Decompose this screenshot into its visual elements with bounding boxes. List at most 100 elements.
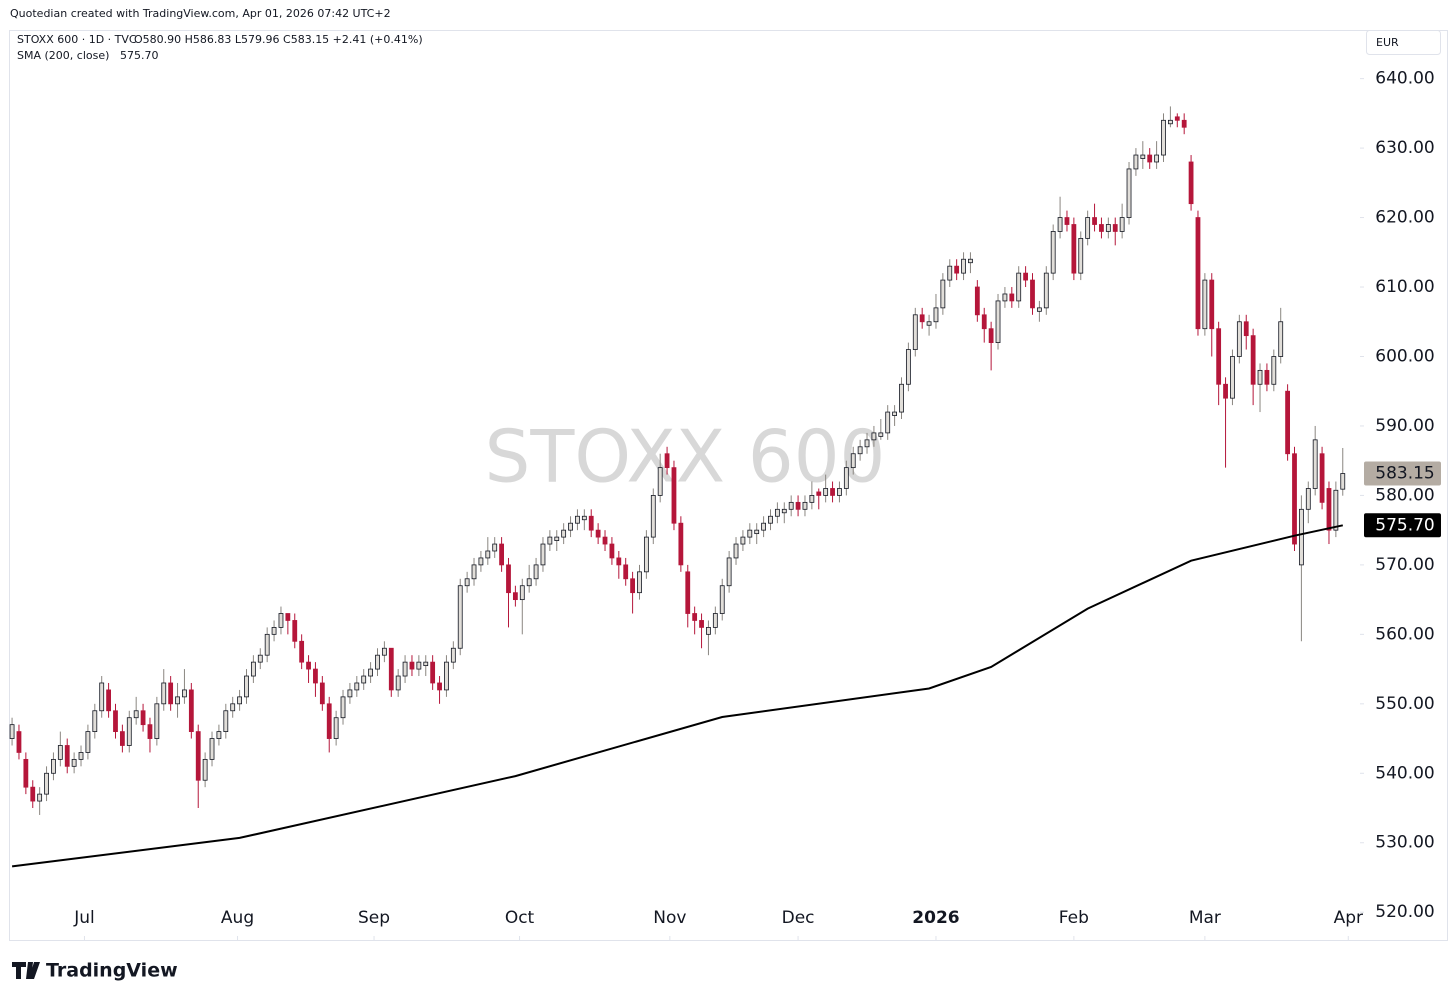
candle-body — [99, 682, 105, 712]
candle-body — [1257, 369, 1263, 385]
candle-body — [926, 321, 932, 326]
candle-body — [1009, 293, 1015, 302]
candle-body — [1278, 321, 1284, 357]
candle-body — [313, 668, 318, 684]
sma-line — [11, 524, 1344, 868]
candle-body — [733, 543, 739, 559]
currency-box[interactable] — [1366, 30, 1441, 55]
candle-body — [768, 515, 773, 524]
candle-body — [195, 731, 201, 781]
candle-body — [850, 453, 856, 469]
candle-body — [78, 752, 84, 760]
candle-body — [1243, 321, 1249, 337]
y-tick-label: 630.00 — [1375, 138, 1434, 158]
candle-body — [209, 738, 215, 760]
x-tick-label: Sep — [358, 908, 390, 928]
candle-body — [416, 661, 422, 670]
candle-body — [905, 349, 911, 385]
candle-body — [92, 710, 98, 733]
candle-body — [437, 682, 442, 691]
candle-body — [471, 564, 477, 580]
candle-body — [1209, 279, 1215, 330]
candle-body — [326, 703, 332, 739]
candle-body — [788, 501, 794, 510]
candle-body — [216, 731, 222, 739]
candle-body — [37, 793, 43, 802]
candle-body — [175, 696, 180, 705]
candle-body — [568, 522, 573, 531]
candle-body — [1195, 217, 1201, 330]
y-tick-label: 520.00 — [1375, 902, 1434, 922]
candle-body — [1050, 231, 1056, 274]
y-tick-label: 640.00 — [1375, 69, 1434, 89]
candle-body — [85, 731, 91, 753]
candle-body — [182, 689, 187, 698]
candle-body — [968, 258, 973, 264]
candle-body — [57, 745, 63, 760]
candle-body — [1140, 154, 1146, 159]
candle-body — [692, 613, 698, 621]
candle-body — [1236, 321, 1242, 357]
candle-body — [381, 647, 387, 656]
price-tag — [1364, 513, 1441, 538]
candle-body — [1133, 154, 1139, 170]
y-tick-label: 530.00 — [1375, 833, 1434, 853]
candle-body — [44, 772, 49, 795]
y-tick-label: 560.00 — [1375, 624, 1434, 644]
candle-body — [830, 488, 835, 496]
candle-body — [23, 758, 29, 788]
candle-body — [671, 467, 677, 524]
candle-body — [575, 515, 580, 524]
candle-body — [450, 647, 456, 663]
y-tick-label: 550.00 — [1375, 694, 1434, 714]
x-tick-label: Nov — [653, 908, 686, 928]
candle-body — [1298, 508, 1304, 566]
candle-body — [16, 731, 22, 753]
candle-body — [864, 439, 870, 448]
candle-body — [933, 307, 939, 323]
currency[interactable]: EUR — [1376, 36, 1399, 49]
candle-body — [1319, 453, 1325, 503]
candle-body — [499, 543, 504, 566]
candle-body — [237, 696, 242, 705]
candle-body — [1112, 224, 1118, 232]
candle-body — [1105, 224, 1111, 232]
candle-body — [616, 557, 622, 566]
candle-body — [1043, 272, 1049, 309]
candle-body — [1202, 279, 1208, 330]
candle-body — [995, 300, 1001, 343]
candle-body — [1064, 217, 1070, 225]
candle-body — [299, 640, 305, 663]
candle-body — [533, 564, 539, 580]
candle-body — [9, 724, 15, 739]
candle-body — [161, 682, 167, 705]
candle-body — [257, 654, 263, 663]
candle-body — [747, 529, 753, 538]
frame — [9, 30, 1448, 941]
candle-body — [1271, 356, 1277, 385]
candle-body — [464, 578, 470, 587]
candle-body — [547, 536, 553, 545]
candle-body — [1085, 217, 1091, 239]
candle-body — [395, 675, 401, 691]
candle-body — [885, 411, 891, 434]
candle-body — [444, 661, 449, 691]
candle-body — [706, 627, 711, 635]
candle-body — [981, 314, 987, 330]
candle-body — [1154, 154, 1160, 163]
candle-body — [719, 585, 725, 614]
candle-body — [306, 661, 311, 670]
price-tag-label: 583.15 — [1375, 464, 1434, 484]
x-tick-label: Feb — [1059, 908, 1089, 928]
candle-body — [1305, 488, 1311, 510]
candle-body — [409, 661, 415, 670]
candle-body — [919, 314, 925, 323]
candle-body — [761, 522, 767, 531]
candle-body — [1250, 335, 1256, 385]
candle-body — [588, 515, 594, 531]
candle-body — [1126, 168, 1132, 218]
candle-body — [685, 571, 691, 614]
candle-body — [961, 258, 966, 274]
candle-body — [188, 689, 194, 733]
x-tick-label: Mar — [1189, 908, 1221, 928]
